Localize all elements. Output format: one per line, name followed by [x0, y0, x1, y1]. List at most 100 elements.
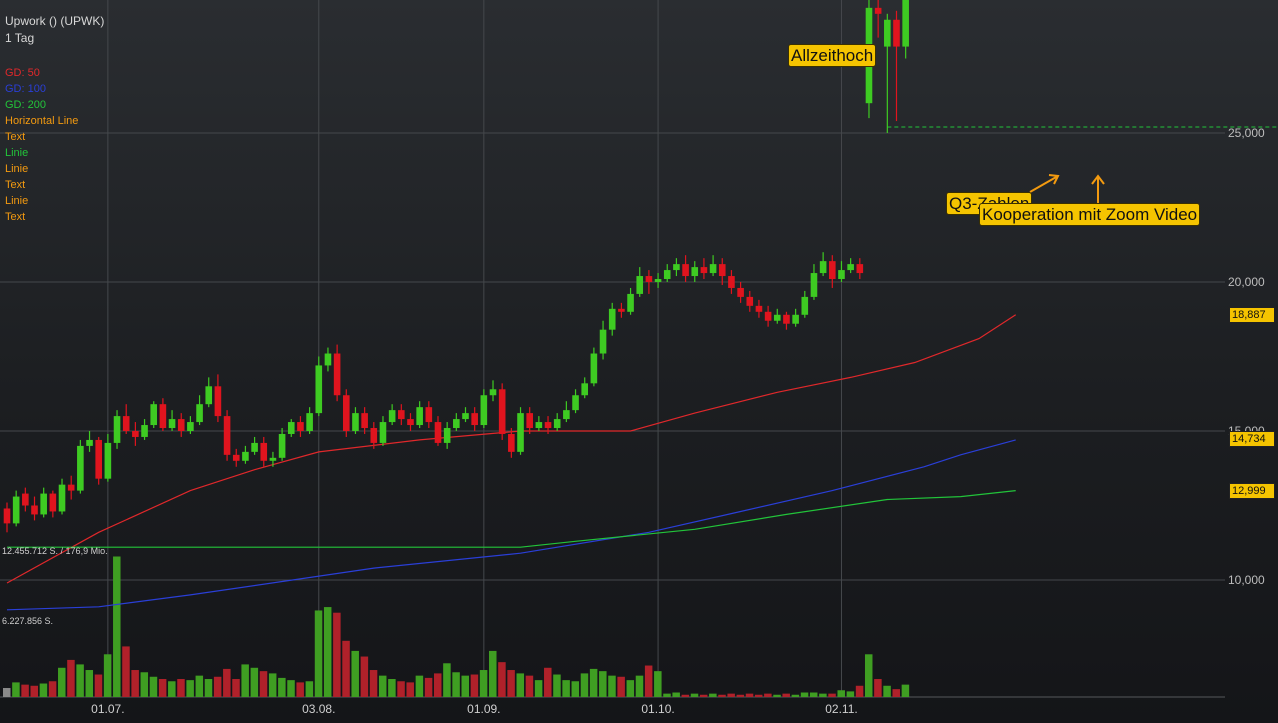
volume-bar: [204, 679, 213, 697]
x-tick-label: 01.10.: [641, 702, 675, 716]
candle: [700, 258, 708, 280]
candle-body: [12, 496, 20, 524]
candle: [893, 10, 900, 122]
volume-bar: [855, 685, 864, 697]
candle: [398, 404, 405, 426]
candle-body: [847, 264, 854, 271]
legend-item: Text: [5, 131, 26, 143]
candle-body: [673, 264, 680, 271]
candles: [3, 0, 909, 533]
candle: [453, 413, 460, 431]
candle: [407, 413, 414, 431]
volume-bar: [213, 676, 222, 697]
candle-body: [22, 493, 29, 506]
candle-body: [40, 493, 47, 515]
candle: [40, 487, 47, 518]
volume-bar: [892, 689, 900, 697]
x-tick-label: 01.07.: [91, 702, 125, 716]
volume-bar: [94, 674, 103, 697]
candle: [764, 305, 772, 327]
candle-body: [205, 386, 213, 405]
price-tag: 12,999: [1229, 482, 1275, 499]
candle-body: [498, 389, 506, 434]
volume-bar: [782, 693, 790, 697]
volume-bar: [397, 681, 405, 697]
candle: [673, 258, 680, 277]
candle: [205, 377, 213, 408]
price-tag: 18,887: [1229, 307, 1275, 324]
annotation-arrows: [1029, 174, 1105, 204]
candle-body: [810, 273, 818, 297]
candle: [425, 401, 433, 429]
candle: [682, 255, 689, 282]
volume-bar: [745, 693, 754, 697]
candle-body: [361, 413, 368, 429]
candle-body: [884, 19, 891, 47]
candle-body: [471, 413, 478, 426]
volume-bar: [773, 694, 781, 697]
volume-bar: [21, 684, 29, 697]
volume-bar: [470, 674, 479, 697]
candle: [159, 398, 167, 431]
candle: [196, 395, 203, 426]
ath-callout: Allzeithoch: [788, 44, 877, 67]
volume-bar: [149, 676, 158, 697]
candle-body: [654, 279, 662, 282]
volume-bar: [168, 681, 176, 697]
candle-body: [746, 296, 754, 306]
volume-bar: [12, 682, 20, 697]
candle: [526, 407, 533, 434]
candle: [581, 377, 589, 399]
volume-mid-note: 6.227.856 S.: [2, 616, 54, 626]
volume-bar: [452, 672, 460, 697]
candle-body: [489, 389, 497, 396]
volume-bar: [3, 688, 11, 697]
candle: [113, 410, 121, 449]
candle-body: [242, 451, 249, 461]
volume-bar: [250, 667, 259, 697]
volume-bar: [58, 667, 66, 697]
volume-bar: [186, 680, 194, 697]
volume-bar: [709, 693, 717, 697]
volume-bar: [433, 673, 442, 697]
volume-bar: [223, 668, 231, 697]
candle-body: [306, 413, 313, 431]
candle-body: [3, 508, 11, 524]
candle-body: [544, 422, 552, 429]
candle: [517, 407, 524, 455]
candle: [618, 302, 625, 318]
candle-body: [874, 7, 882, 14]
candle: [773, 308, 781, 324]
candle-body: [315, 365, 323, 414]
candle-body: [141, 425, 148, 437]
candle-body: [691, 267, 699, 277]
candle-body: [150, 404, 158, 426]
candle-body: [553, 419, 561, 429]
volume-bar: [883, 685, 891, 697]
candle: [416, 401, 423, 429]
candle: [242, 445, 249, 464]
volume-bar: [534, 680, 543, 697]
candle: [352, 407, 359, 434]
candle-body: [838, 270, 845, 280]
candle: [847, 258, 854, 274]
volume-bar: [599, 671, 607, 697]
volume-bar: [388, 679, 396, 697]
x-tick-label: 02.11.: [825, 702, 858, 716]
candle-body: [333, 353, 341, 396]
candle-body: [31, 505, 38, 515]
volume-bar: [800, 692, 809, 697]
candle-body: [77, 445, 84, 491]
candle-body: [645, 276, 653, 282]
volume-bar: [864, 654, 873, 697]
volume-bar: [571, 681, 580, 697]
volume-bar: [819, 693, 827, 697]
volume-bar: [690, 693, 699, 697]
volume-bar: [635, 675, 644, 697]
candle: [874, 0, 882, 38]
volume-bar: [828, 693, 836, 697]
x-tick-label: 01.09.: [467, 702, 501, 716]
candle: [22, 487, 29, 512]
candle: [232, 448, 240, 467]
